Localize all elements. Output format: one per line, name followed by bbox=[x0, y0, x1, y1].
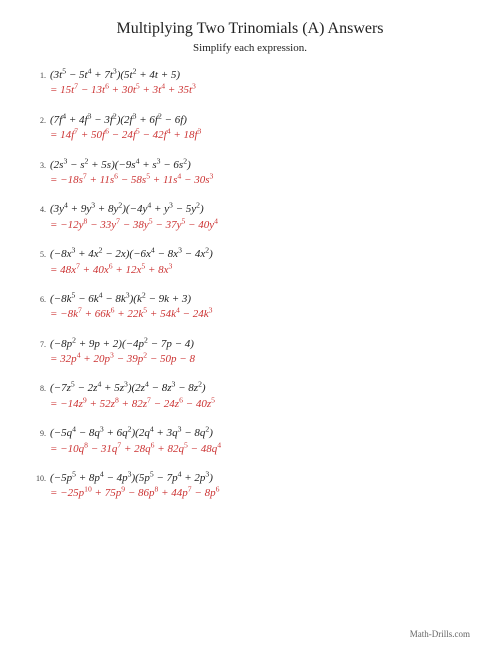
problem-answer: = 32p4 + 20p3 − 39p2 − 50p − 8 bbox=[50, 352, 470, 367]
problem-number: 1. bbox=[36, 68, 50, 80]
problems-list: 1.(3t5 − 5t4 + 7t3)(5t2 + 4t + 5)= 15t7 … bbox=[30, 68, 470, 502]
problem-number: 9. bbox=[36, 426, 50, 438]
problem-row: 8.(−7z5 − 2z4 + 5z3)(2z4 − 8z3 − 8z2)= −… bbox=[36, 381, 470, 412]
problem-number: 5. bbox=[36, 247, 50, 259]
problem-answer: = −8k7 + 66k6 + 22k5 + 54k4 − 24k3 bbox=[50, 307, 470, 322]
problem-answer: = −25p10 + 75p9 − 86p8 + 44p7 − 8p6 bbox=[50, 486, 470, 501]
problem-answer: = −18s7 + 11s6 − 58s5 + 11s4 − 30s3 bbox=[50, 173, 470, 188]
problem-question: (3t5 − 5t4 + 7t3)(5t2 + 4t + 5) bbox=[50, 68, 470, 83]
problem-number: 4. bbox=[36, 202, 50, 214]
problem-question: (−5p5 + 8p4 − 4p3)(5p5 − 7p4 + 2p3) bbox=[50, 471, 470, 486]
problem-question: (2s3 − s2 + 5s)(−9s4 + s3 − 6s2) bbox=[50, 158, 470, 173]
page-subtitle: Simplify each expression. bbox=[30, 42, 470, 54]
problem-row: 2.(7f4 + 4f3 − 3f2)(2f3 + 6f2 − 6f)= 14f… bbox=[36, 113, 470, 144]
problem-number: 7. bbox=[36, 337, 50, 349]
problem-content: (−8p2 + 9p + 2)(−4p2 − 7p − 4)= 32p4 + 2… bbox=[50, 337, 470, 368]
problem-question: (7f4 + 4f3 − 3f2)(2f3 + 6f2 − 6f) bbox=[50, 113, 470, 128]
problem-row: 7.(−8p2 + 9p + 2)(−4p2 − 7p − 4)= 32p4 +… bbox=[36, 337, 470, 368]
problem-answer: = −10q8 − 31q7 + 28q6 + 82q5 − 48q4 bbox=[50, 442, 470, 457]
problem-content: (2s3 − s2 + 5s)(−9s4 + s3 − 6s2)= −18s7 … bbox=[50, 158, 470, 189]
problem-content: (7f4 + 4f3 − 3f2)(2f3 + 6f2 − 6f)= 14f7 … bbox=[50, 113, 470, 144]
problem-row: 1.(3t5 − 5t4 + 7t3)(5t2 + 4t + 5)= 15t7 … bbox=[36, 68, 470, 99]
problem-question: (−8x3 + 4x2 − 2x)(−6x4 − 8x3 − 4x2) bbox=[50, 247, 470, 262]
problem-question: (−7z5 − 2z4 + 5z3)(2z4 − 8z3 − 8z2) bbox=[50, 381, 470, 396]
problem-number: 10. bbox=[36, 471, 50, 483]
problem-answer: = −12y8 − 33y7 − 38y5 − 37y5 − 40y4 bbox=[50, 218, 470, 233]
problem-content: (−5p5 + 8p4 − 4p3)(5p5 − 7p4 + 2p3)= −25… bbox=[50, 471, 470, 502]
problem-row: 6.(−8k5 − 6k4 − 8k3)(k2 − 9k + 3)= −8k7 … bbox=[36, 292, 470, 323]
problem-row: 9.(−5q4 − 8q3 + 6q2)(2q4 + 3q3 − 8q2)= −… bbox=[36, 426, 470, 457]
problem-answer: = 14f7 + 50f6 − 24f5 − 42f4 + 18f3 bbox=[50, 128, 470, 143]
problem-row: 10.(−5p5 + 8p4 − 4p3)(5p5 − 7p4 + 2p3)= … bbox=[36, 471, 470, 502]
problem-content: (3t5 − 5t4 + 7t3)(5t2 + 4t + 5)= 15t7 − … bbox=[50, 68, 470, 99]
footer-text: Math-Drills.com bbox=[410, 629, 470, 639]
problem-number: 2. bbox=[36, 113, 50, 125]
problem-content: (−7z5 − 2z4 + 5z3)(2z4 − 8z3 − 8z2)= −14… bbox=[50, 381, 470, 412]
problem-content: (3y4 + 9y3 + 8y2)(−4y4 + y3 − 5y2)= −12y… bbox=[50, 202, 470, 233]
page-title: Multiplying Two Trinomials (A) Answers bbox=[30, 20, 470, 38]
problem-number: 8. bbox=[36, 381, 50, 393]
problem-question: (3y4 + 9y3 + 8y2)(−4y4 + y3 − 5y2) bbox=[50, 202, 470, 217]
problem-answer: = 15t7 − 13t6 + 30t5 + 3t4 + 35t3 bbox=[50, 83, 470, 98]
problem-answer: = −14z9 + 52z8 + 82z7 − 24z6 − 40z5 bbox=[50, 397, 470, 412]
problem-content: (−8k5 − 6k4 − 8k3)(k2 − 9k + 3)= −8k7 + … bbox=[50, 292, 470, 323]
problem-content: (−5q4 − 8q3 + 6q2)(2q4 + 3q3 − 8q2)= −10… bbox=[50, 426, 470, 457]
problem-number: 6. bbox=[36, 292, 50, 304]
problem-number: 3. bbox=[36, 158, 50, 170]
problem-answer: = 48x7 + 40x6 + 12x5 + 8x3 bbox=[50, 263, 470, 278]
problem-row: 4.(3y4 + 9y3 + 8y2)(−4y4 + y3 − 5y2)= −1… bbox=[36, 202, 470, 233]
problem-row: 3.(2s3 − s2 + 5s)(−9s4 + s3 − 6s2)= −18s… bbox=[36, 158, 470, 189]
problem-question: (−5q4 − 8q3 + 6q2)(2q4 + 3q3 − 8q2) bbox=[50, 426, 470, 441]
problem-row: 5.(−8x3 + 4x2 − 2x)(−6x4 − 8x3 − 4x2)= 4… bbox=[36, 247, 470, 278]
problem-content: (−8x3 + 4x2 − 2x)(−6x4 − 8x3 − 4x2)= 48x… bbox=[50, 247, 470, 278]
